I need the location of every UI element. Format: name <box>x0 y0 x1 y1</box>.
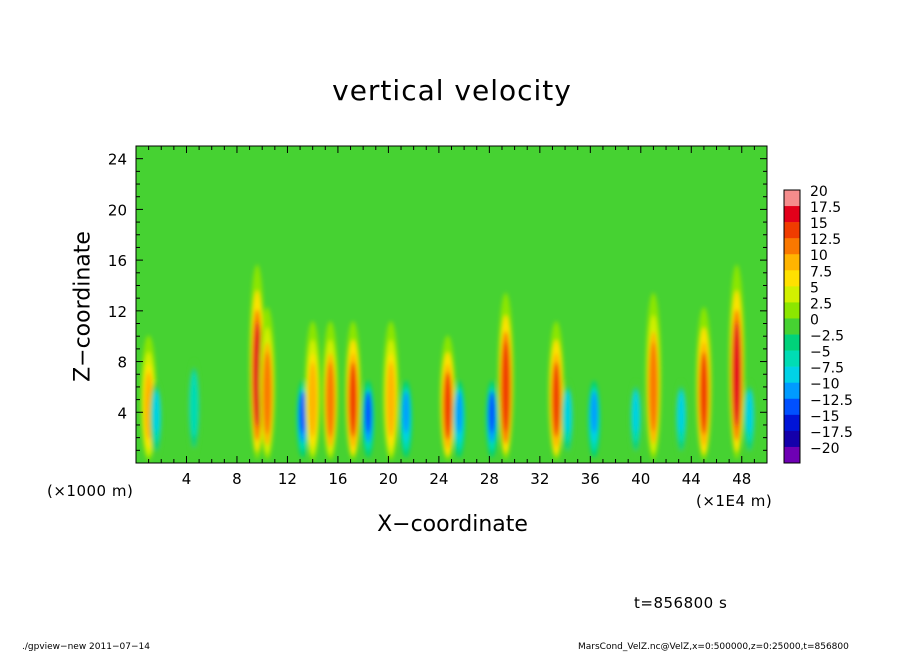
colorbar-label: 5 <box>810 280 819 296</box>
x-tick-label: 20 <box>379 470 398 488</box>
colorbar-swatch <box>784 270 800 287</box>
colorbar-label: −5 <box>810 345 831 361</box>
x-axis-label: X−coordinate <box>377 512 528 537</box>
colorbar-swatch <box>784 398 800 416</box>
colorbar-swatch <box>784 286 800 303</box>
footer-left: ./gpview−new 2011−07−14 <box>22 642 150 652</box>
colorbar-label: 20 <box>810 184 828 200</box>
velocity-plume <box>548 321 565 461</box>
colorbar-frame <box>783 189 801 464</box>
x-tick-label: 36 <box>581 470 600 488</box>
x-tick-label: 4 <box>182 470 192 488</box>
velocity-plume <box>188 359 201 457</box>
velocity-plume <box>150 380 163 458</box>
colorbar-label: −15 <box>810 409 840 425</box>
velocity-plume <box>259 306 276 461</box>
chart-title: vertical velocity <box>332 74 572 107</box>
colorbar-label: −12.5 <box>810 393 853 409</box>
y-tick-label: 8 <box>117 354 127 372</box>
colorbar-swatch <box>784 366 800 384</box>
velocity-plume <box>453 380 466 458</box>
velocity-plume <box>400 380 413 458</box>
colorbar-swatch <box>784 206 800 223</box>
velocity-plume <box>743 380 756 458</box>
x-unit-note: (×1000 m) <box>47 482 134 500</box>
velocity-plume <box>362 380 375 458</box>
plot-area <box>135 145 768 464</box>
colorbar-label: 2.5 <box>810 296 832 312</box>
colorbar-label: 7.5 <box>810 264 832 280</box>
colorbar-swatch <box>784 430 800 448</box>
velocity-plume <box>439 335 456 461</box>
velocity-plume <box>645 292 662 460</box>
colorbar-label: 15 <box>810 216 828 232</box>
colorbar-label: −10 <box>810 377 840 393</box>
velocity-plume <box>345 321 361 461</box>
x-tick-label: 28 <box>480 470 499 488</box>
velocity-plume <box>728 264 745 460</box>
colorbar-label: −7.5 <box>810 361 844 377</box>
x-tick-label: 12 <box>278 470 297 488</box>
colorbar-label: −20 <box>810 441 840 457</box>
colorbar-label: −17.5 <box>810 425 853 441</box>
velocity-plume <box>696 306 712 461</box>
colorbar-swatch <box>784 222 800 239</box>
x-tick-label: 8 <box>232 470 242 488</box>
x-tick-label: 32 <box>530 470 549 488</box>
colorbar-swatch <box>784 318 800 335</box>
x-scale-note: (×1E4 m) <box>696 492 773 510</box>
velocity-plume <box>383 321 399 461</box>
colorbar-swatch <box>784 446 800 464</box>
colorbar-label: 17.5 <box>810 200 841 216</box>
x-tick-label: 44 <box>682 470 701 488</box>
velocity-plume <box>322 321 339 461</box>
y-tick-label: 4 <box>117 404 127 422</box>
colorbar-swatch <box>784 238 800 255</box>
velocity-plume <box>588 380 601 458</box>
colorbar: 2017.51512.5107.552.50−2.5−5−7.5−10−12.5… <box>783 184 853 464</box>
y-tick-label: 12 <box>108 303 127 321</box>
y-tick-label: 24 <box>108 151 127 169</box>
colorbar-swatch <box>784 334 800 351</box>
colorbar-label: 0 <box>810 312 819 328</box>
velocity-plume <box>629 380 642 458</box>
velocity-plume <box>304 321 321 461</box>
velocity-plume <box>498 292 514 460</box>
y-tick-label: 20 <box>108 201 127 219</box>
colorbar-swatch <box>784 302 800 319</box>
colorbar-swatch <box>784 414 800 432</box>
colorbar-label: 10 <box>810 248 828 264</box>
colorbar-swatch <box>784 190 800 207</box>
velocity-plume <box>561 380 574 458</box>
x-tick-label: 40 <box>631 470 650 488</box>
velocity-plume <box>675 380 688 458</box>
velocity-plume <box>296 380 309 458</box>
colorbar-swatch <box>784 350 800 367</box>
colorbar-label: 12.5 <box>810 232 841 248</box>
velocity-plume <box>485 380 498 458</box>
colorbar-swatch <box>784 254 800 271</box>
timestamp-label: t=856800 s <box>634 594 728 612</box>
footer-right: MarsCond_VelZ.nc@VelZ,x=0:500000,z=0:250… <box>578 642 849 652</box>
x-tick-label: 24 <box>429 470 448 488</box>
colorbar-label: −2.5 <box>810 329 844 345</box>
y-tick-label: 16 <box>108 252 127 270</box>
x-tick-label: 48 <box>732 470 751 488</box>
x-tick-label: 16 <box>328 470 347 488</box>
colorbar-swatch <box>784 382 800 400</box>
